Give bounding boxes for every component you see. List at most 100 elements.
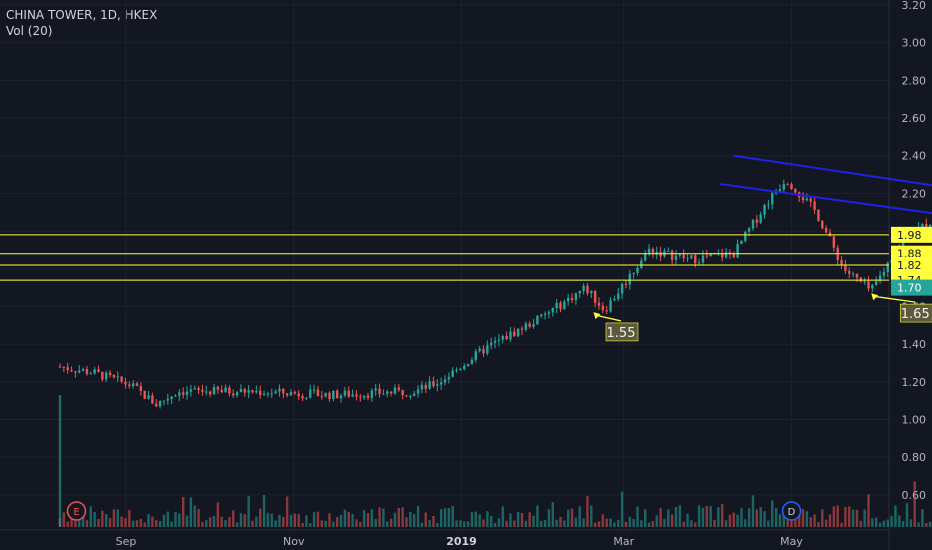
volume-bar: [763, 511, 766, 527]
volume-bar: [193, 505, 196, 527]
candle-body: [124, 381, 127, 385]
annotation-box: [605, 322, 639, 342]
volume-bar: [474, 511, 477, 527]
candle-body: [851, 273, 855, 275]
volume-bar: [135, 520, 139, 527]
candle-body: [282, 388, 285, 394]
trendline[interactable]: [719, 182, 932, 278]
candle-body: [370, 390, 374, 398]
volume-bar: [674, 506, 678, 527]
candle-body: [578, 291, 581, 294]
volume-bar: [824, 519, 828, 527]
volume-bar: [647, 522, 651, 527]
candle-body: [305, 397, 308, 399]
candle-body: [751, 219, 755, 229]
volume-bar: [332, 521, 335, 527]
candle-body: [840, 260, 843, 265]
candle-body: [482, 348, 485, 354]
candle-body: [694, 255, 697, 264]
event-marker[interactable]: [781, 501, 802, 521]
volume-bar: [921, 509, 924, 527]
event-marker[interactable]: [66, 501, 87, 521]
candle-body: [493, 340, 497, 343]
volume-bar: [197, 508, 200, 527]
level-label: 1.98: [897, 229, 922, 242]
candle-body: [397, 387, 400, 390]
volume-bar: [543, 519, 547, 527]
candle-body: [786, 184, 789, 186]
candle-body: [147, 395, 150, 399]
candle-body: [590, 290, 593, 294]
candle-body: [85, 369, 89, 374]
volume-bar: [490, 515, 493, 527]
candle-body: [62, 366, 66, 368]
candle-body: [624, 283, 628, 285]
candle-body: [551, 308, 554, 313]
candle-body: [736, 243, 739, 258]
candle-body: [740, 240, 743, 244]
candle-body: [366, 395, 370, 398]
candle-body: [135, 383, 139, 387]
y-tick-label: 2.40: [902, 150, 927, 163]
volume-bar: [590, 505, 593, 527]
volume-bar: [505, 520, 508, 527]
candle-body: [389, 391, 393, 394]
candle-body: [405, 395, 408, 397]
candle-body: [744, 231, 747, 241]
volume-bar: [713, 519, 716, 527]
candle-body: [755, 219, 759, 223]
volume-bar: [486, 511, 489, 527]
volume-bar: [721, 504, 724, 527]
candle-body: [878, 275, 882, 282]
volume-bar: [432, 516, 435, 527]
volume-bar: [386, 521, 389, 527]
volume-bar: [894, 505, 897, 527]
volume-bar: [536, 505, 539, 527]
volume-bar: [478, 514, 481, 527]
candle-body: [490, 342, 493, 346]
volume-bar: [690, 520, 693, 527]
candle-body: [155, 403, 158, 407]
volume-bar: [863, 509, 866, 527]
candle-body: [674, 255, 678, 260]
candle-body: [339, 395, 343, 399]
volume-bar: [305, 515, 308, 527]
trendline[interactable]: [733, 154, 932, 256]
volume-bar: [466, 521, 470, 527]
candle-body: [782, 184, 785, 190]
volume-bar: [844, 507, 847, 527]
volume-bar: [185, 515, 189, 527]
volume-bar: [809, 517, 812, 527]
candle-body: [112, 375, 116, 378]
volume-bar: [97, 518, 100, 527]
candle-body: [432, 381, 435, 387]
volume-bar: [359, 521, 362, 527]
volume-bar: [497, 518, 501, 527]
candle-body: [605, 310, 608, 312]
annotation-box: [899, 303, 932, 323]
candle-body: [382, 393, 385, 395]
x-tick-label: 2019: [446, 535, 477, 548]
volume-bar: [597, 521, 601, 527]
volume-bar: [274, 520, 277, 527]
volume-bar: [724, 520, 728, 527]
volume-bar: [663, 518, 666, 527]
candle-body: [724, 252, 728, 258]
volume-bar: [316, 511, 320, 527]
last-price-label: 1.70: [897, 282, 922, 295]
volume-bar: [139, 518, 143, 527]
candle-body: [559, 302, 562, 310]
volume-bar: [251, 520, 254, 527]
volume-bar: [378, 507, 381, 527]
volume-bar: [147, 514, 150, 527]
candle-body: [81, 369, 85, 371]
volume-bar: [578, 506, 581, 527]
volume-bar: [401, 507, 404, 527]
volume-bar: [455, 520, 458, 527]
candle-body: [332, 390, 335, 400]
candle-body: [274, 391, 277, 394]
volume-bar: [728, 514, 732, 527]
volume-bar: [285, 496, 289, 527]
volume-bar: [143, 522, 146, 527]
